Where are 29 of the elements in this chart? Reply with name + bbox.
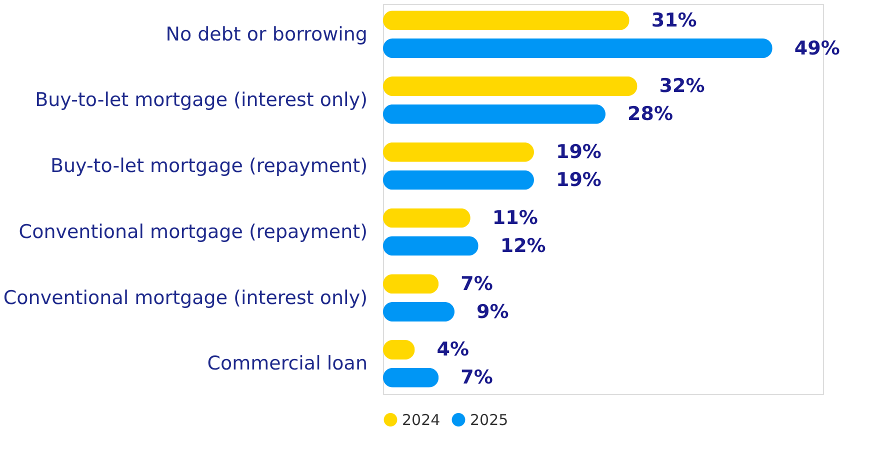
bar bbox=[383, 38, 772, 58]
data-label: 9% bbox=[476, 300, 509, 323]
data-label: 4% bbox=[436, 338, 470, 361]
bar bbox=[383, 302, 455, 322]
data-label: 49% bbox=[794, 37, 840, 60]
data-label: 19% bbox=[556, 169, 602, 192]
bar bbox=[383, 208, 470, 228]
data-label: 11% bbox=[492, 206, 538, 229]
y-tick-label: Conventional mortgage (interest only) bbox=[3, 286, 368, 309]
data-label: 31% bbox=[651, 9, 697, 32]
y-tick-label: No debt or borrowing bbox=[166, 23, 368, 46]
y-tick-label: Buy-to-let mortgage (interest only) bbox=[35, 89, 368, 112]
bar bbox=[383, 104, 606, 124]
y-tick-label: Conventional mortgage (repayment) bbox=[18, 220, 368, 243]
data-label: 19% bbox=[556, 141, 602, 164]
legend-label: 2024 bbox=[402, 410, 440, 429]
bar bbox=[383, 170, 534, 190]
data-label: 7% bbox=[460, 366, 493, 389]
data-label: 7% bbox=[460, 272, 493, 295]
y-tick-label: Commercial loan bbox=[207, 352, 368, 375]
data-label: 12% bbox=[500, 234, 546, 257]
y-tick-label: Buy-to-let mortgage (repayment) bbox=[50, 155, 368, 178]
data-label: 32% bbox=[659, 75, 705, 98]
data-label: 28% bbox=[628, 103, 673, 126]
bar bbox=[383, 236, 478, 256]
bar bbox=[383, 10, 630, 30]
bar bbox=[383, 142, 534, 162]
bar bbox=[383, 76, 638, 96]
legend-label: 2025 bbox=[470, 410, 508, 429]
